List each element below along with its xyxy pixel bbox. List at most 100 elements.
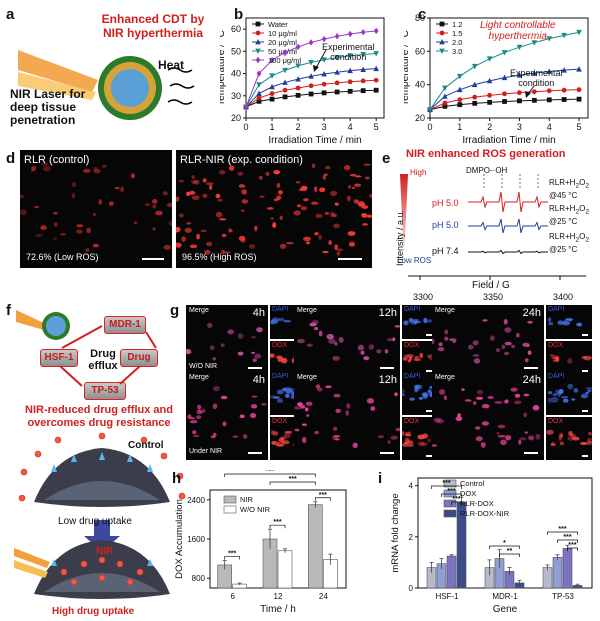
scalebar: [426, 370, 432, 372]
scalebar: [582, 334, 588, 336]
legend-entry: 20 μg/ml: [268, 38, 297, 47]
efflux-pump: [71, 454, 77, 462]
cell: [277, 441, 285, 447]
drug-molecule: [178, 492, 186, 500]
cell: [242, 434, 248, 439]
epr-trace: [468, 191, 548, 213]
cell: [561, 395, 569, 399]
cell: [192, 430, 197, 435]
cell: [581, 356, 587, 359]
cell: [523, 393, 530, 397]
data-point: [561, 32, 567, 39]
cell: [186, 350, 192, 354]
cell: [20, 209, 27, 215]
ros-control-title: RLR (control): [24, 154, 90, 166]
cell: [494, 401, 503, 404]
merge-label: Merge: [189, 374, 209, 381]
cell: [527, 320, 533, 324]
cell: [284, 430, 293, 434]
ros-image-control: RLR (control) 72.6% (Low ROS): [20, 150, 172, 268]
drug-molecule: [54, 436, 62, 444]
scalebar: [142, 258, 164, 260]
dapi-image: DAPI: [546, 305, 592, 339]
data-point: [561, 67, 567, 73]
x-tick-label: TP-53: [552, 592, 574, 601]
cell: [346, 403, 351, 409]
cell: [408, 317, 414, 323]
efflux-pump: [147, 464, 153, 472]
legend-entry: 10 μg/ml: [268, 29, 297, 38]
cell: [360, 350, 365, 355]
significance-bracket: [224, 556, 241, 560]
cell: [482, 319, 488, 322]
cell: [102, 164, 107, 168]
cell: [294, 428, 300, 432]
cell: [196, 409, 203, 415]
cell: [472, 354, 480, 357]
legend-swatch: [443, 479, 457, 488]
significance-label: ***: [558, 526, 566, 533]
dox-image: DOX: [546, 341, 592, 375]
cell: [215, 193, 221, 199]
cell: [555, 389, 563, 394]
panel-letter-d: d: [6, 150, 16, 167]
cell: [283, 320, 291, 323]
epr-tick-3300: 3300: [413, 292, 434, 302]
cell: [404, 321, 408, 324]
cells: [547, 383, 592, 404]
significance-bracket: [557, 539, 578, 543]
cell: [176, 242, 182, 248]
data-point: [546, 97, 552, 103]
cell: [31, 165, 37, 171]
epr-tick-3350: 3350: [483, 292, 504, 302]
x-tick-label: 4: [348, 122, 353, 132]
dapi-image: DAPI: [402, 372, 436, 415]
cell: [300, 185, 308, 191]
x-tick-label: 2: [487, 122, 492, 132]
legend-entry: Control: [460, 479, 485, 488]
cell: [547, 317, 552, 322]
cell: [511, 344, 516, 349]
cell: [580, 441, 588, 446]
cell: [418, 397, 423, 400]
legend-swatch: [443, 489, 457, 498]
cell: [306, 241, 310, 245]
cell: [71, 182, 77, 188]
cell: [524, 358, 529, 363]
cell: [473, 358, 481, 364]
cell: [168, 220, 172, 226]
cell: [461, 388, 465, 391]
cell: [206, 241, 213, 247]
data-point: [360, 78, 366, 84]
cell: [349, 173, 357, 177]
cell: [322, 250, 329, 254]
dapi-label: DAPI: [272, 373, 289, 380]
legend-entry: RLR-DOX: [460, 499, 494, 508]
cell: [335, 436, 339, 441]
cell: [334, 202, 339, 206]
data-point: [334, 80, 340, 86]
cell: [294, 406, 302, 410]
cell: [120, 186, 124, 193]
cell: [319, 187, 326, 193]
data-point: [256, 90, 262, 96]
cell: [300, 206, 308, 211]
time-label: 4h: [252, 307, 265, 319]
cell: [497, 434, 506, 438]
cell: [284, 393, 290, 398]
cell: [352, 442, 358, 448]
data-point: [442, 100, 448, 106]
dapi-label: DAPI: [404, 373, 421, 380]
cell: [220, 395, 228, 400]
y-tick-label: 80: [415, 13, 425, 23]
cell: [152, 204, 157, 209]
cell: [20, 194, 25, 199]
cells: [297, 319, 400, 361]
data-point: [308, 60, 314, 66]
panel-letter-f: f: [6, 302, 11, 319]
cell: [346, 195, 351, 202]
time-label: 24h: [522, 307, 541, 319]
efflux-pump: [147, 559, 153, 566]
data-point: [269, 91, 275, 96]
cell: [193, 434, 200, 438]
